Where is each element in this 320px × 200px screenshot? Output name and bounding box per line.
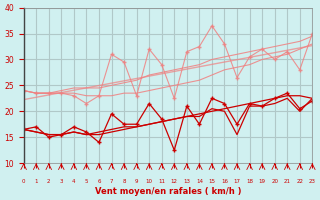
X-axis label: Vent moyen/en rafales ( km/h ): Vent moyen/en rafales ( km/h ) xyxy=(95,187,241,196)
